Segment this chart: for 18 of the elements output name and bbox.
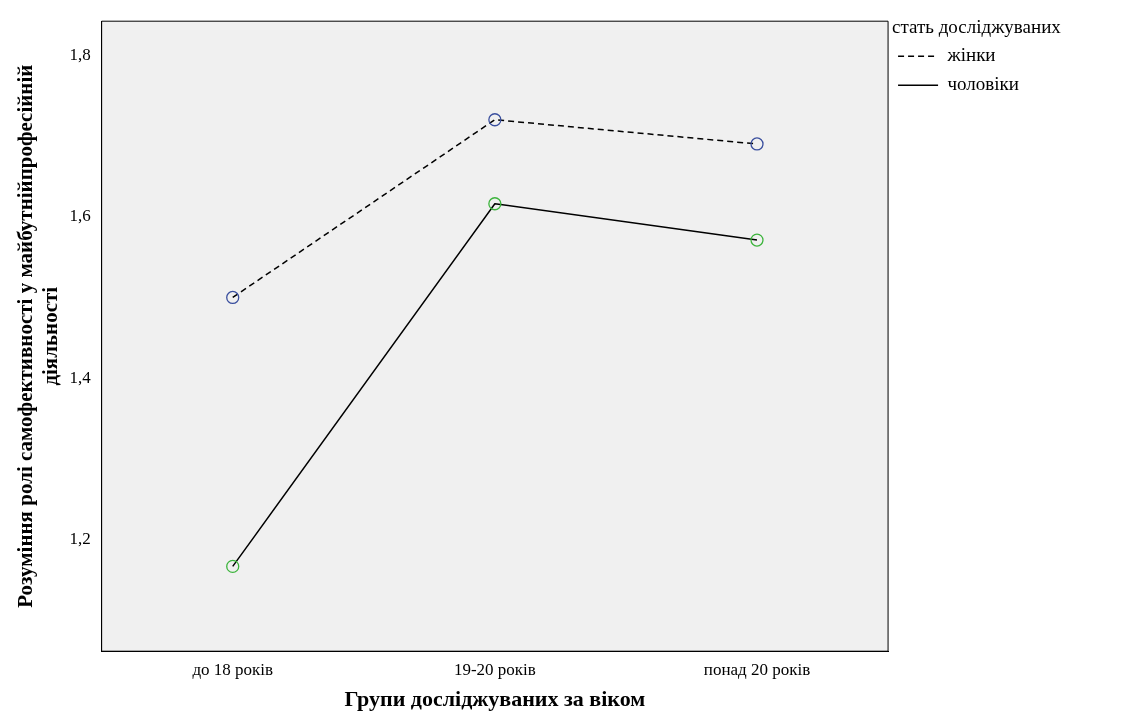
point — [488, 113, 502, 127]
point — [488, 197, 502, 211]
x-tick-label: понад 20 років — [703, 659, 811, 679]
y-tick-label: 1,6 — [69, 206, 91, 226]
y-tick-label: 1,2 — [69, 529, 91, 549]
point — [750, 137, 764, 151]
x-tick-label: до 18 років — [192, 659, 274, 679]
x-axis-title: Групи досліджуваних за віком — [344, 686, 646, 712]
x-tick-label: 19-20 років — [453, 659, 536, 679]
y-axis-title: Розуміння ролі самофективності у майбутнійпрофесійній діяльності — [13, 64, 63, 608]
legend-title: стать досліджуваних — [892, 15, 1062, 37]
point — [750, 233, 764, 247]
legend-label: жінки — [946, 44, 996, 66]
point — [226, 290, 240, 305]
y-tick-label: 1,4 — [69, 367, 92, 387]
y-tick-label: 1,8 — [69, 44, 91, 64]
point — [226, 559, 240, 574]
legend-label: чоловіки — [947, 73, 1019, 95]
